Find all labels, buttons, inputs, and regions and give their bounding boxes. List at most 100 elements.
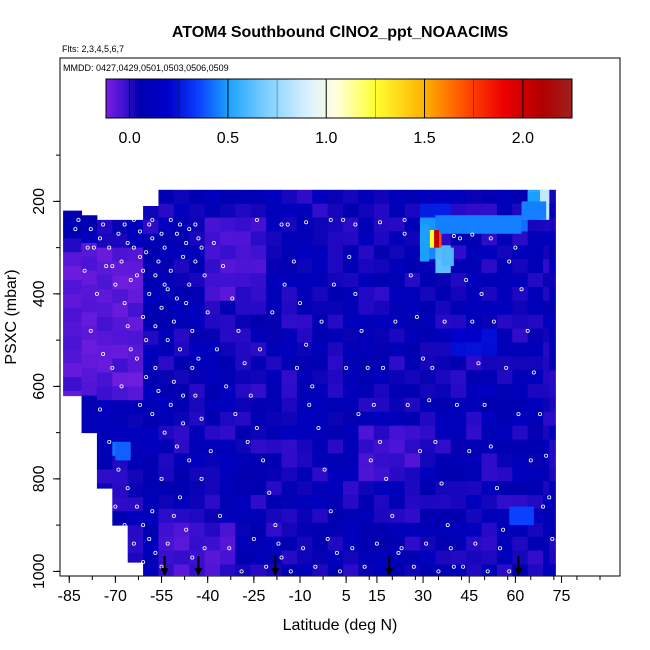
curtain-cell (127, 289, 144, 304)
curtain-cell (281, 328, 298, 343)
curtain-cell (450, 522, 467, 538)
curtain-cell (373, 273, 390, 288)
sample-point (174, 231, 179, 236)
curtain-cell (327, 564, 344, 576)
curtain-cell (189, 384, 206, 399)
curtain-cell (543, 550, 550, 565)
curtain-cell (389, 397, 406, 413)
curtain-cell (266, 342, 283, 357)
sample-point (371, 402, 376, 407)
curtain-cell (112, 483, 129, 498)
curtain-cell (173, 397, 190, 413)
curtain-cell (404, 481, 421, 496)
chart-title: ATOM4 Southbound ClNO2_ppt_NOAACIMS (172, 24, 509, 41)
curtain-cell (220, 273, 236, 288)
y-tick-label-0: 200 (31, 188, 48, 215)
curtain-cell (235, 425, 252, 441)
curtain-cell (549, 217, 556, 232)
sample-point (359, 328, 364, 333)
sample-point (390, 513, 395, 518)
y-axis: 200 400 600 800 1000 (31, 154, 60, 589)
curtain-cell (389, 217, 406, 232)
curtain-cell (327, 411, 344, 427)
curtain-cell (373, 259, 390, 274)
curtain-cell (127, 497, 144, 512)
sample-point (353, 291, 358, 296)
curtain-cell (204, 189, 221, 205)
curtain-cell (373, 453, 390, 468)
curtain-cell (204, 259, 221, 274)
sample-point (304, 342, 309, 347)
curtain-cell (112, 261, 129, 276)
curtain-cell (143, 441, 159, 457)
curtain-cell (404, 273, 421, 288)
curtain-cell (235, 370, 252, 385)
curtain-cell (96, 428, 113, 443)
x-tick-label-11: 75 (553, 588, 571, 605)
sample-point (233, 412, 238, 417)
curtain-cell (281, 508, 298, 524)
sample-point (411, 564, 416, 569)
sample-point (448, 546, 453, 551)
curtain-cell (127, 247, 144, 263)
curtain-cell (343, 467, 359, 482)
colorbar (105, 78, 573, 119)
sample-point (168, 402, 173, 407)
curtain-cell (543, 467, 550, 482)
sample-point (248, 393, 253, 398)
curtain-cell (527, 495, 544, 510)
colorbar-tick-label-1: 0.5 (217, 130, 239, 147)
curtain-cell (358, 467, 375, 482)
sample-point (531, 370, 536, 375)
x-tick-label-10: 60 (506, 588, 524, 605)
sample-point (254, 217, 259, 222)
curtain-cell (127, 539, 144, 554)
curtain-feature-core (429, 230, 435, 248)
curtain-cell (266, 397, 283, 413)
curtain-cell (343, 384, 359, 399)
sample-point (91, 245, 96, 250)
curtain-cell (250, 425, 267, 441)
sample-point (525, 328, 530, 333)
sample-point (454, 402, 459, 407)
curtain-cell (250, 356, 267, 371)
curtain-cell (549, 314, 556, 330)
curtain-cell (204, 453, 221, 468)
sample-point (107, 245, 112, 250)
curtain-cell (404, 508, 421, 524)
curtain-cell (404, 550, 421, 565)
curtain-cell (63, 349, 83, 364)
curtain-cell (158, 300, 175, 316)
curtain-cell (450, 342, 467, 357)
curtain-cell (450, 286, 467, 302)
curtain-cell (173, 245, 190, 260)
curtain-cell (481, 189, 498, 205)
sample-point (134, 356, 139, 361)
curtain-cell (450, 453, 467, 468)
curtain-cell (220, 286, 236, 302)
curtain-cell (327, 481, 344, 496)
sample-point (384, 476, 389, 481)
sample-point (430, 365, 435, 370)
sample-point (316, 425, 321, 430)
curtain-cell (512, 425, 529, 441)
curtain-cell (81, 367, 98, 383)
curtain-cell (312, 231, 329, 246)
sample-point (291, 259, 296, 264)
curtain-cell (389, 245, 406, 260)
curtain-cell (81, 270, 98, 286)
curtain-cell (235, 328, 252, 343)
curtain-cell (543, 425, 550, 441)
curtain-cell (527, 453, 544, 468)
curtain-cell (435, 384, 452, 399)
curtain-cell (358, 425, 375, 441)
curtain-cell (549, 453, 556, 468)
sample-point (85, 245, 90, 250)
curtain-cell (435, 189, 452, 205)
curtain-cell (220, 481, 236, 496)
curtain-cell (450, 550, 467, 565)
curtain-cell (281, 300, 298, 316)
sample-point (325, 537, 330, 542)
curtain-cell (527, 356, 544, 371)
curtain-cell (435, 356, 452, 371)
